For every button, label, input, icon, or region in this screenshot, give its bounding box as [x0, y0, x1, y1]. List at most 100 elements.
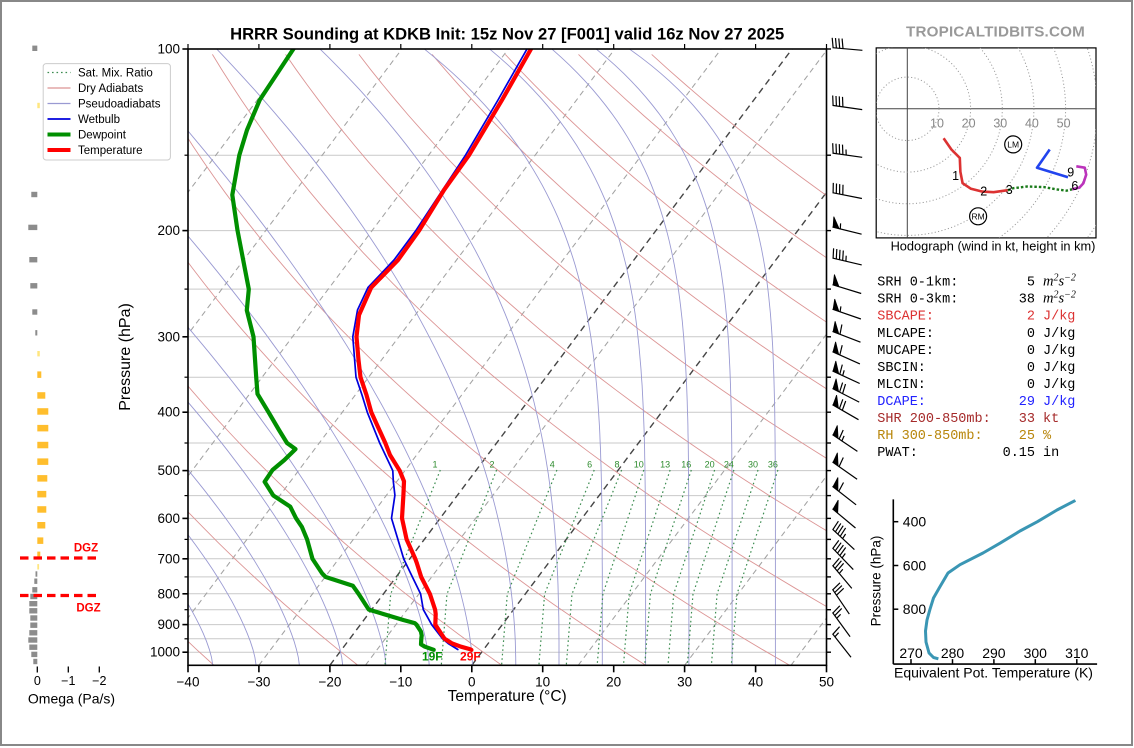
- svg-text:30: 30: [677, 674, 692, 689]
- svg-text:30: 30: [748, 460, 758, 470]
- svg-text:25: 25: [1019, 429, 1035, 444]
- svg-text:TROPICALTIDBITS.COM: TROPICALTIDBITS.COM: [906, 24, 1085, 41]
- svg-text:500: 500: [157, 463, 180, 478]
- svg-text:Hodograph (wind in kt, height: Hodograph (wind in kt, height in km): [891, 239, 1096, 254]
- svg-text:−1: −1: [61, 674, 75, 688]
- svg-text:J/kg: J/kg: [1043, 310, 1075, 325]
- svg-text:RM: RM: [971, 211, 984, 221]
- svg-text:29: 29: [1019, 395, 1035, 410]
- svg-text:RH 300-850mb:: RH 300-850mb:: [877, 429, 982, 444]
- svg-text:−2: −2: [92, 674, 106, 688]
- svg-text:Pressure (hPa): Pressure (hPa): [869, 536, 884, 627]
- svg-text:9: 9: [1067, 165, 1074, 179]
- svg-text:10: 10: [930, 117, 944, 131]
- svg-text:36: 36: [768, 460, 778, 470]
- svg-text:800: 800: [903, 601, 927, 617]
- svg-text:Pressure (hPa): Pressure (hPa): [117, 303, 134, 411]
- svg-text:270: 270: [899, 645, 923, 661]
- svg-text:6: 6: [587, 460, 592, 470]
- svg-text:40: 40: [1025, 117, 1039, 131]
- svg-text:29F: 29F: [460, 649, 481, 663]
- svg-text:20: 20: [606, 674, 621, 689]
- svg-text:5: 5: [1027, 276, 1035, 291]
- svg-text:Wetbulb: Wetbulb: [78, 114, 120, 126]
- svg-text:10: 10: [535, 674, 550, 689]
- svg-text:0: 0: [1027, 327, 1035, 342]
- svg-text:20: 20: [962, 117, 976, 131]
- svg-text:DCAPE:: DCAPE:: [877, 395, 926, 410]
- svg-text:400: 400: [157, 405, 180, 420]
- svg-text:kt: kt: [1043, 412, 1059, 427]
- svg-text:1000: 1000: [150, 645, 180, 660]
- svg-text:MLCAPE:: MLCAPE:: [877, 327, 934, 342]
- svg-text:HRRR Sounding at KDKB Init: 15: HRRR Sounding at KDKB Init: 15z Nov 27 […: [230, 25, 784, 44]
- svg-text:24: 24: [724, 460, 734, 470]
- svg-text:0: 0: [34, 674, 41, 688]
- svg-text:13: 13: [660, 460, 670, 470]
- svg-text:DGZ: DGZ: [76, 603, 100, 615]
- svg-text:Dewpoint: Dewpoint: [78, 130, 127, 142]
- svg-text:PWAT:: PWAT:: [877, 446, 918, 461]
- svg-text:LM: LM: [1007, 139, 1019, 149]
- svg-text:−10: −10: [389, 674, 412, 689]
- svg-text:SRH 0-1km:: SRH 0-1km:: [877, 276, 958, 291]
- svg-text:SBCAPE:: SBCAPE:: [877, 310, 934, 325]
- svg-text:16: 16: [681, 460, 691, 470]
- svg-text:J/kg: J/kg: [1043, 361, 1075, 376]
- svg-text:600: 600: [157, 511, 180, 526]
- svg-text:38: 38: [1019, 293, 1035, 308]
- svg-text:800: 800: [157, 586, 180, 601]
- svg-text:280: 280: [941, 645, 965, 661]
- svg-text:4: 4: [550, 460, 555, 470]
- svg-text:300: 300: [1024, 645, 1048, 661]
- svg-text:SHR 200-850mb:: SHR 200-850mb:: [877, 412, 990, 427]
- svg-text:400: 400: [903, 514, 927, 530]
- svg-text:2: 2: [1027, 310, 1035, 325]
- svg-text:DGZ: DGZ: [74, 543, 98, 555]
- svg-text:8: 8: [614, 460, 619, 470]
- svg-text:Pseudoadiabats: Pseudoadiabats: [78, 99, 161, 111]
- svg-text:300: 300: [157, 329, 180, 344]
- svg-text:310: 310: [1065, 645, 1089, 661]
- svg-text:6: 6: [1071, 179, 1078, 193]
- svg-text:SBCIN:: SBCIN:: [877, 361, 926, 376]
- svg-text:J/kg: J/kg: [1043, 378, 1075, 393]
- svg-text:600: 600: [903, 558, 927, 574]
- svg-text:0: 0: [1027, 378, 1035, 393]
- svg-text:19F: 19F: [422, 649, 443, 663]
- svg-text:%: %: [1043, 429, 1052, 444]
- svg-text:50: 50: [819, 674, 834, 689]
- svg-text:Sat. Mix. Ratio: Sat. Mix. Ratio: [78, 68, 153, 80]
- svg-text:0: 0: [1027, 361, 1035, 376]
- svg-text:J/kg: J/kg: [1043, 344, 1075, 359]
- svg-text:20: 20: [705, 460, 715, 470]
- svg-text:0: 0: [1027, 344, 1035, 359]
- svg-text:Temperature: Temperature: [78, 145, 143, 157]
- svg-text:MLCIN:: MLCIN:: [877, 378, 926, 393]
- svg-text:in: in: [1043, 446, 1059, 461]
- svg-text:290: 290: [982, 645, 1006, 661]
- svg-text:33: 33: [1019, 412, 1035, 427]
- svg-text:2: 2: [489, 460, 494, 470]
- svg-text:0: 0: [468, 674, 476, 689]
- svg-text:0.15: 0.15: [1003, 446, 1035, 461]
- svg-text:SRH 0-3km:: SRH 0-3km:: [877, 293, 958, 308]
- svg-text:10: 10: [634, 460, 644, 470]
- svg-text:50: 50: [1057, 117, 1071, 131]
- svg-text:Temperature (°C): Temperature (°C): [448, 688, 567, 705]
- svg-text:Omega (Pa/s): Omega (Pa/s): [28, 691, 115, 707]
- svg-text:J/kg: J/kg: [1043, 327, 1075, 342]
- svg-text:1: 1: [432, 460, 437, 470]
- svg-text:Equivalent Pot. Temperature (K: Equivalent Pot. Temperature (K): [894, 665, 1093, 681]
- svg-text:J/kg: J/kg: [1043, 395, 1075, 410]
- svg-text:1: 1: [952, 169, 959, 183]
- svg-text:900: 900: [157, 617, 180, 632]
- svg-text:100: 100: [157, 42, 180, 57]
- svg-text:2: 2: [980, 185, 987, 199]
- svg-text:3: 3: [1006, 183, 1013, 197]
- svg-text:Dry Adiabats: Dry Adiabats: [78, 83, 143, 95]
- svg-text:MUCAPE:: MUCAPE:: [877, 344, 934, 359]
- svg-text:−40: −40: [177, 674, 200, 689]
- svg-text:700: 700: [157, 551, 180, 566]
- svg-text:40: 40: [748, 674, 763, 689]
